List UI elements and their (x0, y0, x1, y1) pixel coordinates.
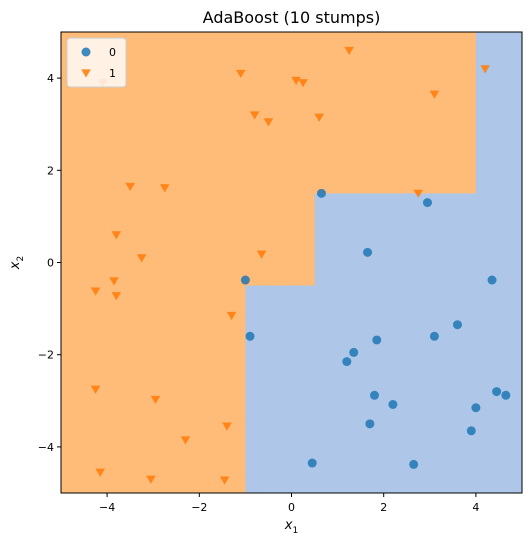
point-class-0 (245, 331, 255, 341)
point-class-0 (466, 426, 476, 436)
point-class-0 (501, 390, 511, 400)
x-axis-label-main: x (284, 518, 293, 533)
y-tick-label: −2 (38, 349, 54, 362)
point-class-1 (413, 189, 424, 198)
point-class-1 (249, 111, 260, 120)
point-class-1 (125, 182, 135, 191)
axis-ticks: −4 −2 0 2 4 −4 −2 0 2 4 (38, 72, 480, 514)
point-class-1 (235, 69, 246, 79)
point-class-1 (298, 79, 308, 88)
legend-marker-1 (81, 69, 91, 78)
point-class-0 (365, 419, 375, 429)
point-class-1 (150, 395, 161, 404)
point-class-1 (263, 118, 274, 127)
point-class-1 (226, 311, 237, 321)
point-class-0 (342, 357, 352, 367)
point-class-1 (429, 90, 440, 99)
point-class-1 (146, 475, 156, 484)
legend-marker-0 (81, 47, 91, 57)
x-tick-label: −4 (99, 501, 115, 514)
point-class-1 (291, 76, 301, 85)
point-class-0 (452, 320, 462, 330)
decision-regions (61, 32, 522, 493)
point-class-1 (256, 250, 267, 259)
point-class-0 (372, 335, 382, 345)
x-axis-label-sub: 1 (292, 526, 298, 536)
point-class-1 (109, 277, 119, 286)
point-class-1 (90, 287, 101, 296)
point-class-1 (95, 468, 105, 477)
region-class-1 (61, 32, 476, 493)
legend-label-0: 0 (109, 46, 116, 59)
x-tick-label: 4 (472, 501, 479, 514)
point-class-0 (363, 247, 373, 257)
point-class-0 (409, 459, 419, 469)
x-tick-label: 0 (288, 501, 295, 514)
data-points (90, 46, 511, 485)
point-class-0 (307, 458, 317, 468)
y-tick-label: 4 (47, 72, 54, 85)
point-class-0 (487, 275, 497, 285)
point-class-0 (369, 390, 379, 400)
point-class-1 (111, 292, 122, 301)
point-class-1 (90, 385, 101, 394)
point-class-1 (219, 476, 230, 485)
x-tick-label: −2 (191, 501, 207, 514)
point-class-0 (492, 387, 502, 397)
y-tick-label: −4 (38, 441, 54, 454)
point-class-1 (111, 231, 122, 240)
chart-title: AdaBoost (10 stumps) (203, 8, 381, 27)
point-class-0 (349, 347, 359, 357)
legend-label-1: 1 (109, 67, 116, 80)
point-class-0 (316, 188, 326, 198)
point-class-1 (136, 254, 147, 263)
point-class-0 (388, 399, 398, 409)
point-class-1 (180, 436, 191, 445)
point-class-0 (422, 198, 432, 208)
x-axis-label: x1 (284, 518, 298, 536)
point-class-0 (429, 331, 439, 341)
point-class-1 (344, 46, 354, 55)
point-class-1 (159, 184, 170, 193)
point-class-1 (480, 65, 490, 74)
point-class-1 (222, 422, 232, 431)
point-class-1 (314, 113, 324, 122)
y-tick-label: 2 (47, 164, 54, 177)
x-tick-label: 2 (380, 501, 387, 514)
legend: 01 (66, 37, 127, 88)
point-class-0 (240, 275, 250, 285)
y-axis-label-main: x (8, 261, 23, 270)
y-axis-label-sub: 2 (16, 256, 26, 262)
y-tick-label: 0 (47, 257, 54, 270)
y-axis-label: x2 (8, 256, 26, 270)
legend-box (66, 37, 127, 88)
point-class-0 (471, 403, 481, 413)
